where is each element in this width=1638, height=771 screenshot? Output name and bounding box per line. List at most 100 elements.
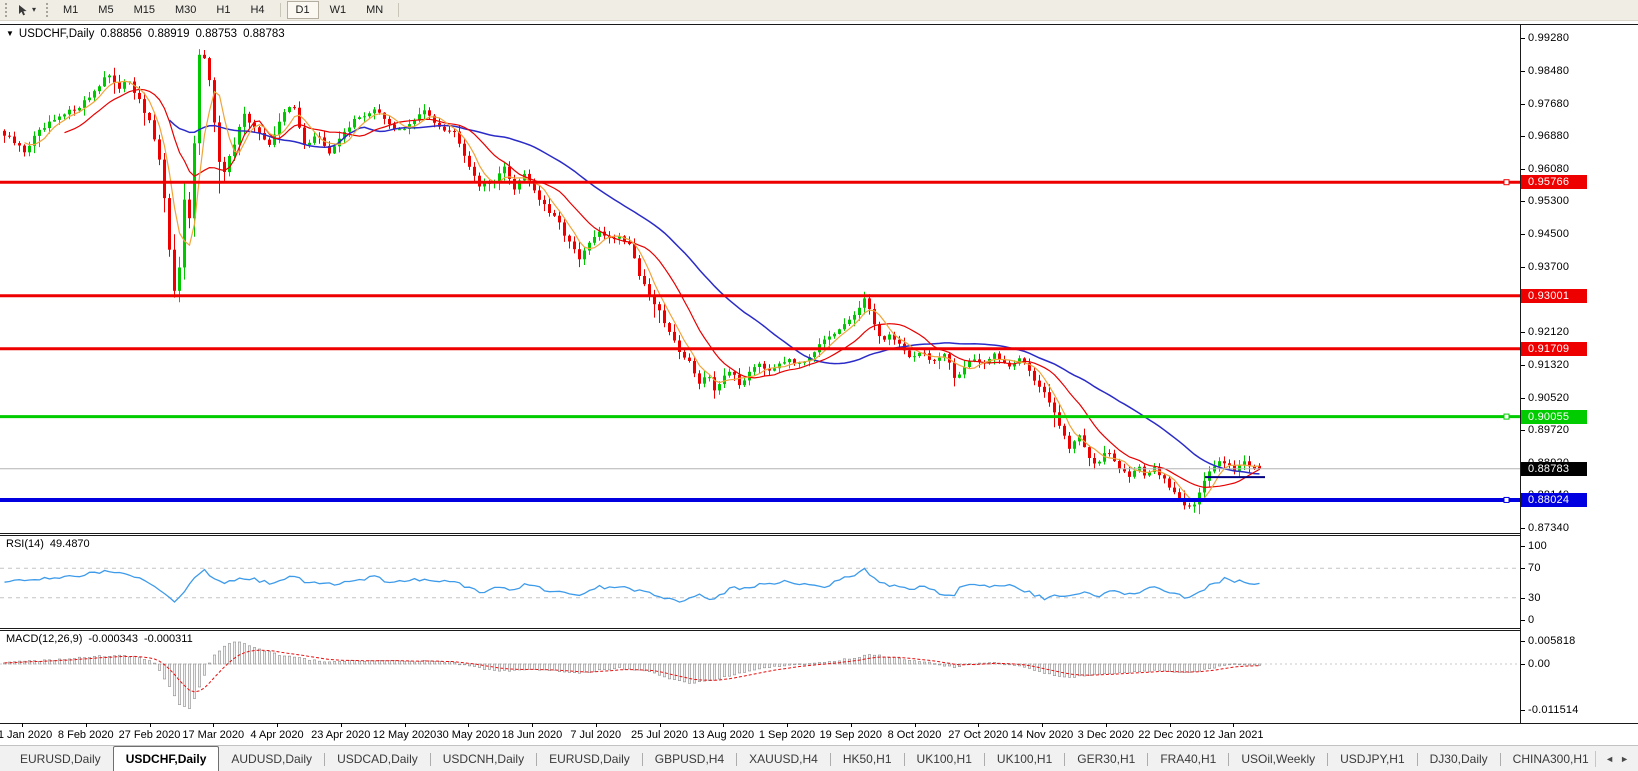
date-axis-label: 13 Aug 2020: [692, 729, 755, 741]
rsi-pane[interactable]: [0, 535, 1520, 628]
pane-divider[interactable]: [0, 628, 1521, 629]
tab-separator: [1064, 752, 1066, 766]
chart-tab-dj30-daily[interactable]: DJ30,Daily: [1429, 752, 1488, 766]
chart-window-border-bottom: [0, 723, 1638, 724]
timeframe-button-h4[interactable]: H4: [250, 4, 265, 16]
toolbar-separator: [279, 3, 281, 17]
timeframe-button-h1[interactable]: H1: [216, 4, 231, 16]
chart-tab-hk50-h1[interactable]: HK50,H1: [842, 752, 892, 766]
tab-separator: [829, 752, 831, 766]
macd-pane[interactable]: [0, 630, 1520, 722]
chart-tab-ger30-h1[interactable]: GER30,H1: [1077, 752, 1136, 766]
pane-divider[interactable]: [0, 630, 1521, 631]
cursor-tool-button[interactable]: ▾: [12, 2, 41, 19]
chart-tab-gbpusd-h4[interactable]: GBPUSD,H4: [654, 752, 725, 766]
hline-price-label[interactable]: 0.93001: [1521, 288, 1587, 303]
date-axis-label: 18 Jun 2020: [501, 729, 563, 741]
timeframe-button-m30[interactable]: M30: [174, 4, 197, 16]
date-axis-label: 7 Jul 2020: [570, 729, 622, 741]
price-axis-tick: 30: [1521, 592, 1541, 605]
date-axis-tick: [277, 723, 278, 727]
date-axis-label: 4 Apr 2020: [250, 729, 304, 741]
date-axis-label: 22 Dec 2020: [1138, 729, 1201, 741]
current-price-label[interactable]: 0.88783: [1521, 461, 1587, 476]
chart-tab-uk100-h1[interactable]: UK100,H1: [996, 752, 1053, 766]
chart-tab-usdjpy-h1[interactable]: USDJPY,H1: [1340, 752, 1405, 766]
toolbar-separator: [398, 3, 400, 17]
price-axis-tick: 0.95300: [1521, 195, 1569, 208]
pane-divider[interactable]: [0, 533, 1521, 534]
tab-scroll-right-icon[interactable]: ►: [1620, 754, 1629, 764]
chart-tab-usdchf-daily[interactable]: USDCHF,Daily: [112, 746, 220, 771]
chart-tab-audusd-daily[interactable]: AUDUSD,Daily: [231, 752, 313, 766]
date-axis-label: 17 Mar 2020: [182, 729, 245, 741]
pane-divider[interactable]: [0, 535, 1521, 536]
date-axis-label: 3 Dec 2020: [1077, 729, 1134, 741]
date-axis-tick: [340, 723, 342, 727]
ohlc-low: 0.88753: [195, 28, 238, 40]
price-axis: 0.99280 0.98480 0.97680 0.96880 0.96080 0.953…: [1521, 24, 1638, 723]
toolbar-grip[interactable]: [46, 3, 49, 17]
rsi-value: 49.4870: [49, 538, 90, 550]
date-axis-label: 12 May 2020: [372, 729, 437, 741]
price-axis-tick: 0.91320: [1521, 359, 1569, 372]
timeframe-button-m1[interactable]: M1: [63, 4, 79, 16]
price-axis-tick: 0.98480: [1521, 65, 1569, 78]
date-axis-tick: [723, 723, 725, 727]
chart-tabs: EURUSD,Daily USDCHF,Daily AUDUSD,Daily USDC…: [0, 746, 1595, 771]
price-axis-tick: -0.011514: [1521, 704, 1579, 717]
main-price-pane[interactable]: [0, 25, 1520, 533]
chart-tab-eurusd-daily[interactable]: EURUSD,Daily: [549, 752, 630, 766]
timeframe-button-mn[interactable]: MN: [366, 4, 384, 16]
date-axis-label: 21 Jan 2020: [0, 729, 53, 741]
ohlc-high: 0.88919: [147, 28, 190, 40]
tab-separator: [324, 752, 326, 766]
macd-label: MACD(12,26,9) -0.000343 -0.000311: [6, 633, 193, 645]
macd-signal-line: [4, 649, 1260, 693]
chart-tab-bar: EURUSD,Daily USDCHF,Daily AUDUSD,Daily USDC…: [0, 745, 1638, 771]
macd-main-value: -0.000343: [88, 633, 138, 645]
chart-tab-eurusd-daily[interactable]: EURUSD,Daily: [20, 752, 101, 766]
chart-tab-fra40-h1[interactable]: FRA40,H1: [1160, 752, 1217, 766]
timeframe-button-d1[interactable]: D1: [286, 1, 319, 19]
tab-separator: [1416, 752, 1418, 766]
chart-tab-china300-h1[interactable]: CHINA300,H1: [1512, 752, 1589, 766]
cursor-icon: [19, 4, 27, 15]
chart-tab-uk100-h1[interactable]: UK100,H1: [916, 752, 972, 766]
date-axis-tick: [1105, 723, 1107, 727]
date-axis-tick: [213, 723, 215, 727]
date-axis-tick: [787, 723, 788, 727]
timeframe-buttons: M1 M5 M15 M30 H1 H4 D1 W1 MN: [53, 1, 404, 19]
toolbar-grip[interactable]: [5, 3, 7, 17]
hline-price-label[interactable]: 0.95766: [1521, 175, 1587, 190]
price-axis-tick: 0.87340: [1521, 522, 1569, 535]
chart-tab-usdcad-daily[interactable]: USDCAD,Daily: [337, 752, 418, 766]
tab-scroll-left-icon[interactable]: ◄: [1605, 754, 1615, 764]
collapse-triangle-icon[interactable]: ▼: [6, 29, 14, 38]
price-axis-tick: 0.89720: [1521, 424, 1569, 437]
timeframe-button-m15[interactable]: M15: [133, 4, 155, 16]
date-axis-label: 23 Apr 2020: [311, 729, 371, 741]
hline-handle[interactable]: [1503, 179, 1510, 186]
rsi-line: [4, 567, 1260, 603]
date-axis-tick: [1169, 723, 1171, 727]
hline-handle[interactable]: [1503, 413, 1510, 420]
chart-tab-usdcnh-daily[interactable]: USDCNH,Daily: [442, 752, 525, 766]
hline-handle[interactable]: [1503, 496, 1510, 503]
price-axis-tick: 100: [1521, 540, 1547, 553]
date-axis-tick: [1042, 723, 1043, 727]
date-axis-label: 19 Sep 2020: [819, 729, 882, 741]
timeframe-toolbar: ▾ M1 M5 M15 M30 H1 H4 D1 W1 MN: [0, 0, 1638, 21]
timeframe-button-m5[interactable]: M5: [98, 4, 114, 16]
rsi-label: RSI(14) 49.4870: [6, 538, 90, 550]
chart-symbol: USDCHF,Daily: [18, 28, 95, 40]
chart-tab-xauusd-h4[interactable]: XAUUSD,H4: [749, 752, 818, 766]
timeframe-button-w1[interactable]: W1: [329, 4, 347, 16]
hline-price-label[interactable]: 0.90055: [1521, 409, 1587, 424]
hline-price-label[interactable]: 0.91709: [1521, 341, 1587, 356]
tab-separator: [736, 752, 738, 766]
chart-tab-usoil-weekly[interactable]: USOil,Weekly: [1241, 752, 1316, 766]
date-axis-label: 27 Oct 2020: [948, 729, 1009, 741]
macd-signal-value: -0.000311: [143, 633, 193, 645]
hline-price-label[interactable]: 0.88024: [1521, 492, 1587, 507]
